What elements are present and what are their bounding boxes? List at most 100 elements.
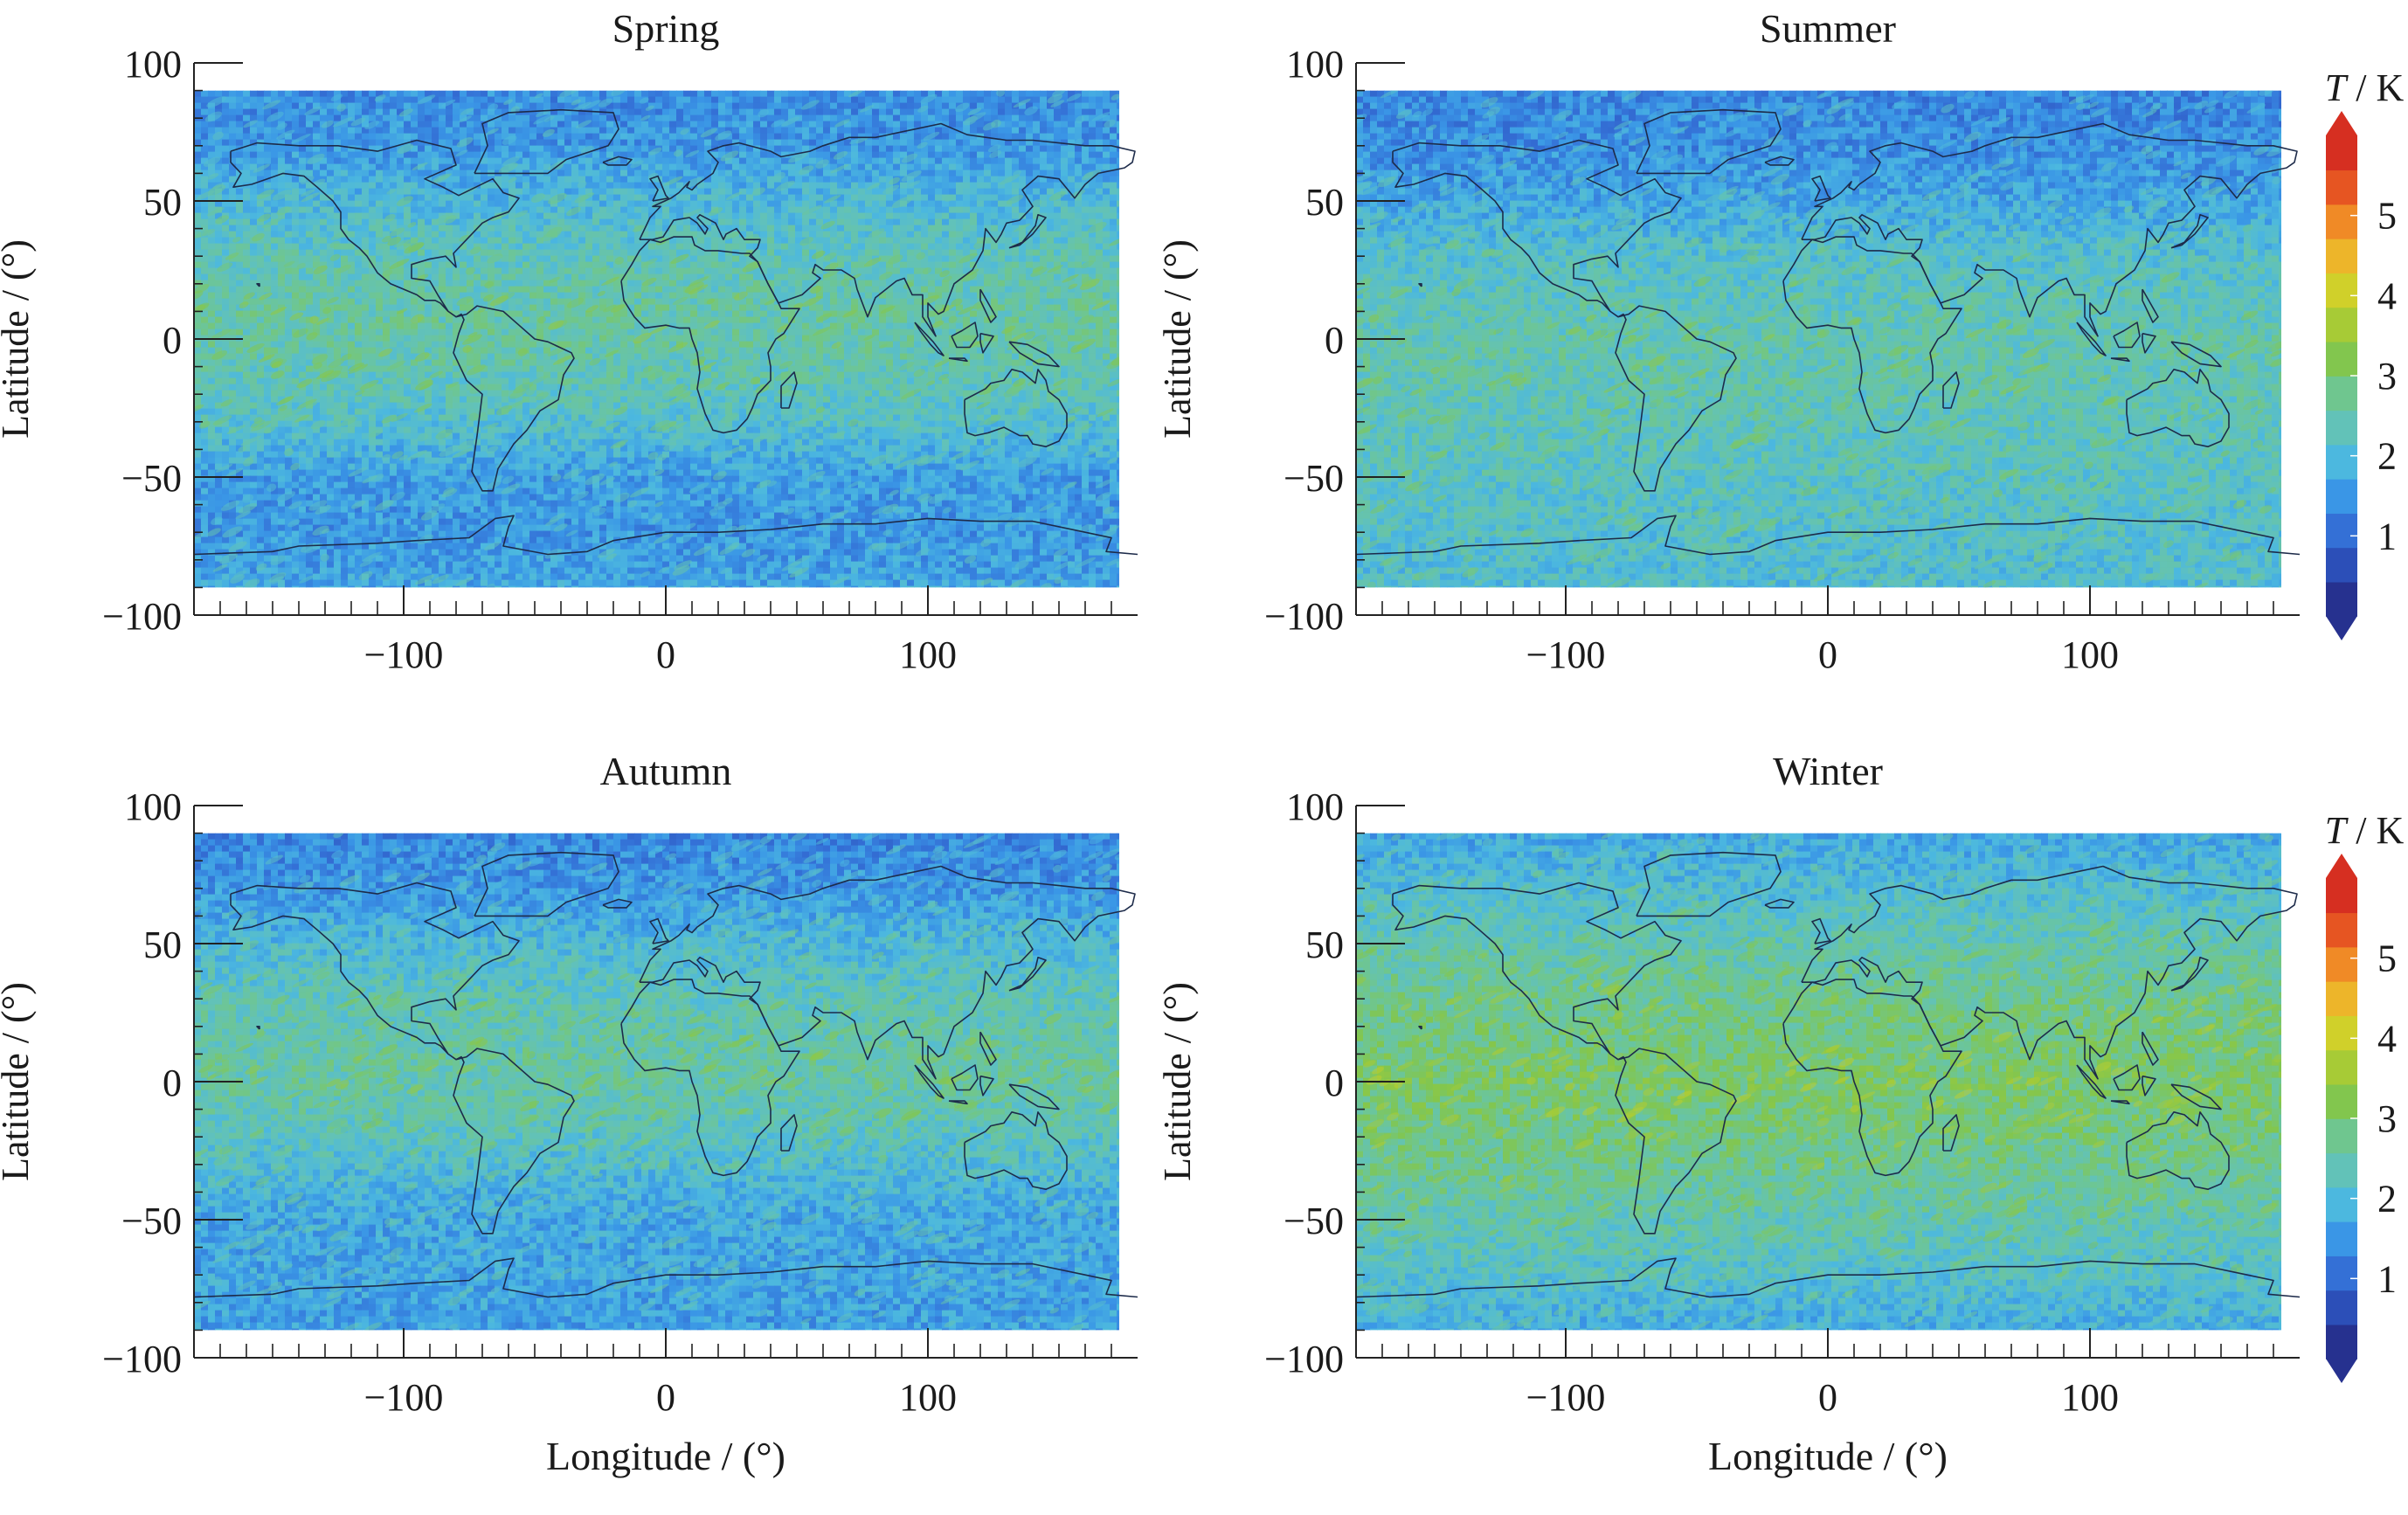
colorbar: 1 2 3 4 5 T / K	[2325, 66, 2405, 640]
colorbar-segment	[2326, 204, 2357, 239]
colorbar-label: T / K	[2325, 809, 2405, 852]
colorbar-tick-label: 5	[2377, 195, 2397, 238]
x-tick-label: 0	[656, 1376, 675, 1419]
y-tick-label: −50	[121, 1200, 182, 1242]
x-tick-label: 0	[1818, 1376, 1837, 1419]
colorbar-segment	[2326, 878, 2357, 914]
colorbar: 1 2 3 4 5 T / K	[2325, 809, 2405, 1383]
y-tick-label: 100	[1286, 785, 1344, 828]
panel-title: Spring	[612, 6, 720, 51]
y-tick-label: 100	[1286, 43, 1344, 86]
coastline	[2113, 1064, 2141, 1091]
coastline	[1801, 122, 2298, 337]
x-tick-label: −100	[1526, 633, 1606, 676]
colorbar-tick-label: 3	[2377, 1097, 2397, 1140]
x-tick-label: −100	[364, 633, 444, 676]
coastline	[964, 369, 1068, 447]
heatmap-field	[1356, 90, 2281, 588]
colorbar-segment	[2326, 1256, 2357, 1291]
y-tick-label: 0	[163, 1062, 182, 1104]
colorbar-tick-label: 2	[2377, 435, 2397, 478]
coastline	[193, 515, 1138, 556]
coastline	[1418, 1026, 1422, 1030]
colorbar-segment	[2326, 1152, 2357, 1188]
x-tick-label: 100	[2061, 1376, 2119, 1419]
coastline	[474, 851, 619, 917]
y-axis-label: Latitude / (°)	[1156, 982, 1199, 1181]
coastline	[602, 898, 633, 909]
coastline	[2142, 1075, 2156, 1096]
coastline	[1782, 236, 1962, 434]
coastline	[256, 283, 260, 287]
colorbar-tick-label: 2	[2377, 1178, 2397, 1221]
coastline	[1811, 917, 1831, 944]
coastline	[2142, 1031, 2159, 1066]
coastline	[979, 332, 994, 354]
heatmap-field	[194, 90, 1119, 588]
panel-spring: −100 −50 0 50 100 −100 0 100 Spring Latitude / (°…	[0, 6, 1138, 676]
coastline	[1008, 957, 1047, 992]
coastline	[780, 371, 798, 409]
panel-title: Autumn	[600, 749, 732, 793]
coastline	[2142, 288, 2159, 323]
coastline	[948, 357, 968, 363]
colorbar-segment	[2326, 1221, 2357, 1256]
x-tick-label: 0	[656, 633, 675, 676]
y-tick-label: 0	[163, 319, 182, 362]
coastline	[1764, 156, 1795, 166]
coastline	[1801, 865, 2298, 1080]
coastline	[979, 1031, 997, 1066]
coastline	[1392, 882, 1737, 1235]
colorbar-extend-bottom	[2326, 616, 2357, 640]
y-tick-label: 0	[1325, 319, 1344, 362]
colorbar-segment	[2326, 135, 2357, 171]
colorbar-label-symbol: T	[2325, 66, 2349, 109]
coastline	[2110, 357, 2130, 363]
coastline	[948, 1100, 968, 1105]
colorbar-tick-label: 1	[2377, 515, 2397, 557]
colorbar-segment	[2326, 273, 2357, 308]
colorbar-segment	[2326, 1083, 2357, 1119]
coastline	[620, 236, 800, 434]
colorbar-tick-label: 5	[2377, 937, 2397, 980]
coastline	[2170, 341, 2222, 368]
colorbar-label-symbol: T	[2325, 809, 2349, 852]
coastline	[951, 1064, 979, 1091]
coastline	[639, 865, 1136, 1080]
coastline	[1636, 108, 1782, 175]
y-tick-label: 50	[143, 181, 182, 224]
coastline	[2126, 1111, 2230, 1190]
colorbar-segment	[2326, 1049, 2357, 1085]
colorbar-segment	[2326, 1324, 2357, 1359]
panel-title: Winter	[1773, 749, 1883, 793]
colorbar-extend-top	[2326, 111, 2357, 135]
coastlines	[193, 851, 1138, 1298]
colorbar-label: T / K	[2325, 66, 2405, 109]
coastlines	[193, 108, 1138, 556]
y-tick-label: 50	[1305, 924, 1344, 966]
colorbar-segment	[2326, 238, 2357, 273]
coastline	[602, 156, 633, 166]
x-tick-label: −100	[364, 1376, 444, 1419]
colorbar-segment	[2326, 1290, 2357, 1325]
coastline	[193, 1257, 1138, 1298]
colorbar-extend-bottom	[2326, 1359, 2357, 1383]
colorbar-segment	[2326, 341, 2357, 377]
y-tick-label: 0	[1325, 1062, 1344, 1104]
colorbar-segment	[2326, 946, 2357, 982]
x-tick-label: 100	[899, 633, 957, 676]
coastline	[649, 917, 669, 944]
coastline	[2110, 1100, 2130, 1105]
coastline	[1418, 283, 1422, 287]
colorbar-segment	[2326, 444, 2357, 480]
colorbar-tick-label: 3	[2377, 355, 2397, 398]
colorbar-segment	[2326, 410, 2357, 446]
y-tick-label: −50	[1284, 457, 1344, 500]
coastline	[1392, 139, 1737, 492]
heatmap-field	[1356, 833, 2281, 1331]
coastline	[1811, 175, 1831, 202]
coastline	[914, 1064, 945, 1099]
coastline	[2113, 322, 2141, 349]
heatmap-field	[194, 833, 1119, 1331]
y-tick-label: 50	[1305, 181, 1344, 224]
